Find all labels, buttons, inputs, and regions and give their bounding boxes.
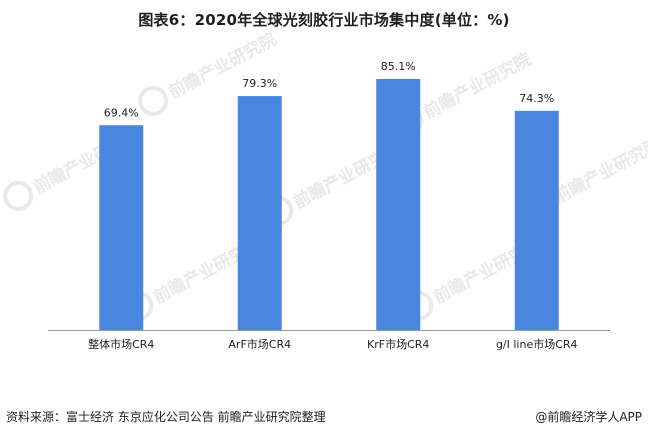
bar-series bbox=[99, 78, 559, 331]
value-label-layer: 69.4% 79.3% 85.1% 74.3% bbox=[104, 60, 554, 119]
bar-chart: 前瞻产业研究院前瞻产业研究院前瞻产业研究院前瞻产业研究院前瞻产业研究院前瞻产业研… bbox=[3, 29, 648, 351]
data-label: 69.4% bbox=[104, 106, 139, 119]
watermark-text: 前瞻产业研究院 bbox=[165, 29, 280, 103]
x-tick-label-layer: 整体市场CR4 ArF市场CR4 KrF市场CR4 g/I line市场CR4 bbox=[88, 337, 577, 351]
x-tick-label: 整体市场CR4 bbox=[88, 337, 154, 351]
bar bbox=[376, 78, 421, 330]
bar bbox=[237, 96, 282, 330]
data-label: 74.3% bbox=[519, 92, 554, 105]
footer: 资料来源：富士经济 东京应化公司公告 前瞻产业研究院整理 @前瞻经济学人APP bbox=[0, 404, 648, 436]
data-label: 85.1% bbox=[381, 60, 416, 73]
x-tick-label: KrF市场CR4 bbox=[367, 337, 429, 351]
watermark-logo-icon bbox=[138, 85, 169, 116]
watermark-text: 前瞻产业研究院 bbox=[550, 134, 648, 208]
brand-credit: @前瞻经济学人APP bbox=[535, 410, 642, 424]
x-tick-label: g/I line市场CR4 bbox=[496, 337, 578, 351]
bar bbox=[99, 125, 144, 331]
source-note: 资料来源：富士经济 东京应化公司公告 前瞻产业研究院整理 bbox=[6, 410, 326, 424]
bar bbox=[514, 110, 559, 330]
x-tick-label: ArF市场CR4 bbox=[228, 337, 291, 351]
watermark-logo-icon bbox=[3, 180, 34, 211]
data-label: 79.3% bbox=[242, 77, 277, 90]
chart-title: 图表6：2020年全球光刻胶行业市场集中度(单位：%) bbox=[138, 11, 510, 29]
